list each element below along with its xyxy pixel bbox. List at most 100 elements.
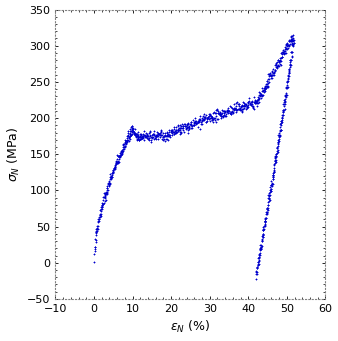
Point: [258, 246, 263, 251]
Point: [257, 247, 263, 252]
Point: [287, 66, 292, 72]
Point: [278, 127, 284, 133]
Point: [164, 131, 169, 136]
Point: [155, 129, 160, 134]
Point: [197, 126, 203, 132]
Point: [158, 131, 163, 136]
Point: [111, 165, 116, 171]
Point: [271, 169, 276, 175]
Point: [289, 42, 295, 47]
Point: [98, 208, 104, 213]
Point: [260, 232, 265, 238]
Point: [280, 109, 286, 115]
Point: [99, 207, 105, 212]
Point: [288, 49, 293, 55]
Point: [274, 145, 280, 150]
Point: [290, 35, 295, 41]
Point: [244, 103, 249, 108]
Point: [152, 133, 158, 139]
Point: [107, 177, 113, 182]
Point: [167, 127, 172, 132]
Point: [252, 100, 257, 106]
Point: [280, 115, 285, 121]
Point: [209, 114, 214, 120]
Point: [155, 131, 161, 137]
Point: [135, 137, 140, 143]
Point: [92, 251, 97, 257]
Point: [169, 129, 175, 134]
Point: [289, 53, 294, 59]
Point: [280, 109, 286, 114]
Point: [259, 89, 264, 94]
Point: [263, 216, 268, 221]
Point: [279, 50, 285, 55]
Point: [276, 131, 282, 136]
Point: [205, 115, 211, 120]
Point: [119, 150, 124, 155]
Point: [266, 196, 271, 201]
Point: [287, 37, 292, 43]
Point: [98, 213, 104, 218]
Point: [261, 227, 266, 232]
Point: [127, 130, 133, 136]
Point: [123, 140, 129, 146]
Point: [178, 123, 184, 129]
Point: [128, 132, 134, 137]
Point: [267, 77, 272, 82]
Point: [264, 211, 269, 217]
Point: [238, 108, 244, 113]
Point: [267, 71, 272, 76]
Point: [286, 72, 291, 77]
Point: [265, 207, 270, 212]
Point: [107, 179, 112, 184]
Point: [263, 216, 268, 221]
Point: [266, 195, 271, 201]
Point: [272, 153, 278, 159]
Point: [134, 133, 139, 139]
Point: [266, 196, 272, 202]
Point: [248, 99, 254, 105]
Point: [168, 127, 174, 133]
Point: [213, 107, 218, 113]
Point: [136, 129, 141, 134]
Point: [139, 136, 144, 141]
Point: [144, 131, 150, 136]
Point: [146, 136, 151, 142]
Point: [182, 121, 188, 127]
Point: [236, 101, 242, 106]
Point: [182, 121, 187, 127]
Point: [209, 115, 215, 120]
Point: [269, 75, 274, 80]
Point: [122, 143, 128, 148]
Point: [202, 114, 208, 120]
Point: [269, 73, 274, 78]
Point: [271, 162, 277, 167]
Point: [213, 119, 219, 124]
Point: [289, 54, 294, 60]
Point: [197, 116, 202, 121]
Point: [264, 210, 269, 216]
Point: [116, 154, 121, 160]
Point: [236, 101, 241, 106]
Point: [118, 150, 124, 155]
Point: [104, 189, 110, 194]
Point: [263, 85, 268, 90]
Point: [125, 130, 130, 136]
Point: [97, 216, 102, 222]
Point: [284, 43, 289, 49]
Point: [138, 136, 144, 141]
Point: [289, 33, 294, 39]
Point: [280, 54, 285, 60]
Point: [263, 81, 269, 87]
Point: [286, 76, 291, 81]
Point: [270, 68, 275, 74]
Point: [271, 72, 276, 77]
Point: [179, 121, 185, 127]
Point: [195, 124, 200, 130]
Point: [132, 127, 138, 132]
Point: [289, 37, 295, 43]
Point: [285, 40, 290, 46]
Point: [128, 132, 134, 138]
Point: [168, 128, 173, 134]
Point: [130, 129, 136, 134]
